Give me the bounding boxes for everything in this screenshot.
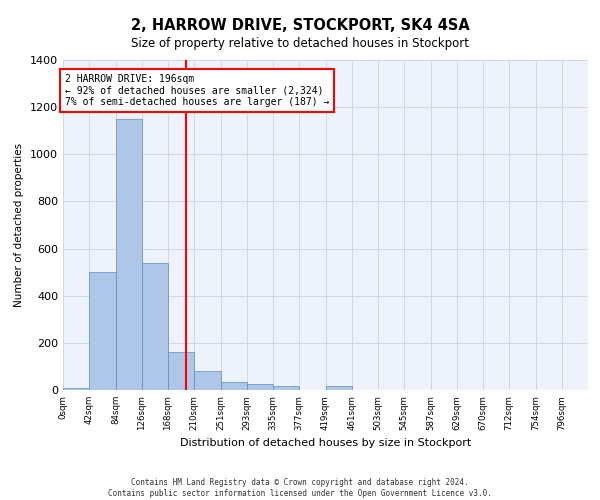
Bar <box>115 119 142 390</box>
Bar <box>326 386 352 390</box>
Bar <box>273 386 299 390</box>
Bar <box>142 262 168 390</box>
Bar <box>221 382 247 390</box>
Bar <box>247 384 273 390</box>
Bar <box>89 272 115 390</box>
X-axis label: Distribution of detached houses by size in Stockport: Distribution of detached houses by size … <box>180 438 471 448</box>
Bar <box>63 388 89 390</box>
Text: Size of property relative to detached houses in Stockport: Size of property relative to detached ho… <box>131 38 469 51</box>
Text: 2 HARROW DRIVE: 196sqm
← 92% of detached houses are smaller (2,324)
7% of semi-d: 2 HARROW DRIVE: 196sqm ← 92% of detached… <box>65 74 329 108</box>
Bar <box>194 370 221 390</box>
Y-axis label: Number of detached properties: Number of detached properties <box>14 143 25 307</box>
Text: 2, HARROW DRIVE, STOCKPORT, SK4 4SA: 2, HARROW DRIVE, STOCKPORT, SK4 4SA <box>131 18 469 32</box>
Text: Contains HM Land Registry data © Crown copyright and database right 2024.
Contai: Contains HM Land Registry data © Crown c… <box>108 478 492 498</box>
Bar <box>168 352 194 390</box>
